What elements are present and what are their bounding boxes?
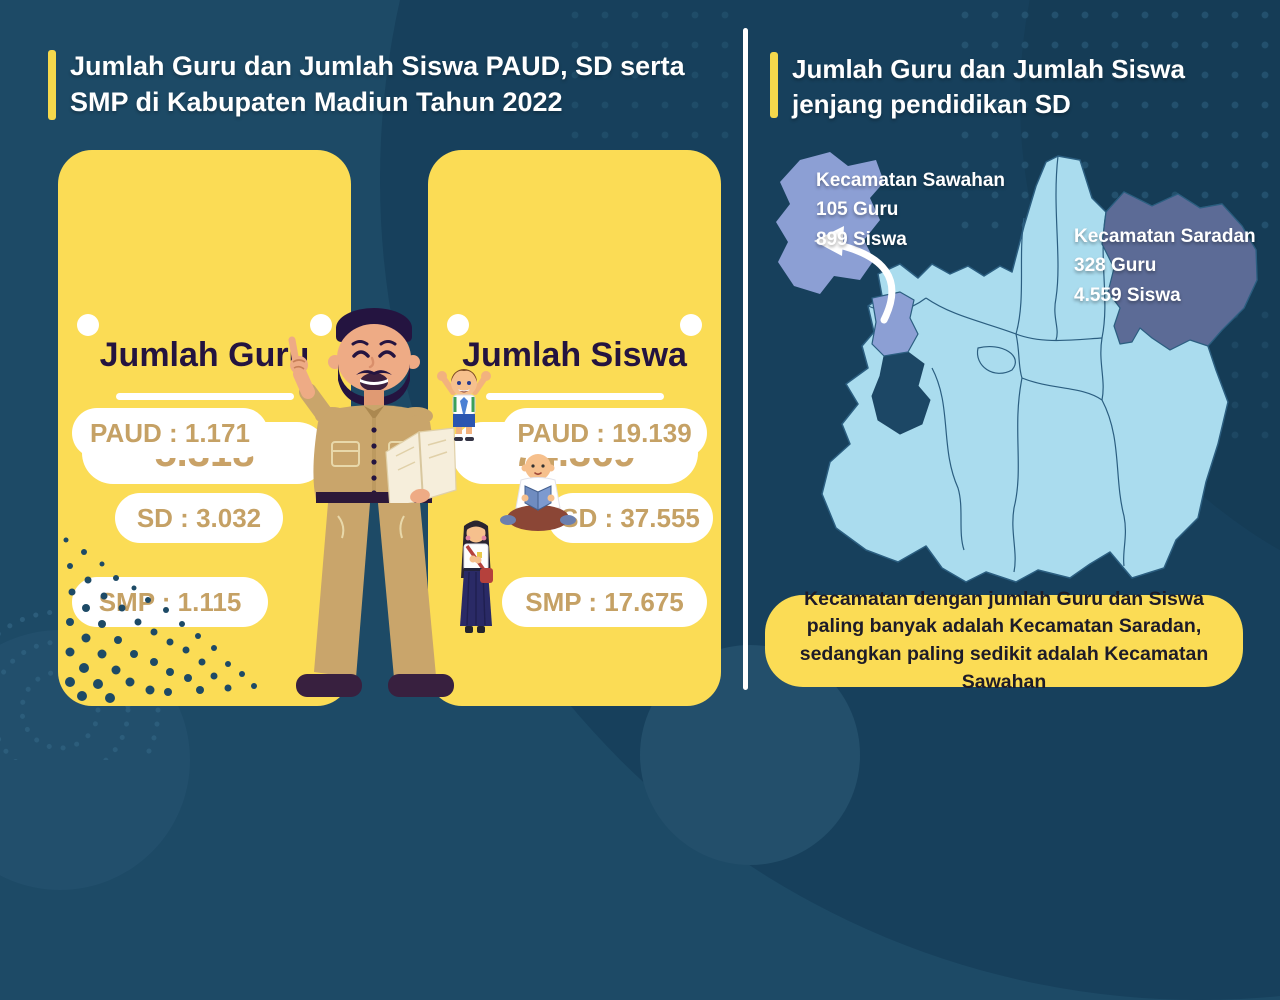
map-region-saradan [1101, 191, 1258, 351]
teacher-illustration [288, 308, 457, 697]
cheering-boy-illustration [437, 369, 491, 441]
card-title-underline [485, 393, 664, 400]
card-pin-circle [77, 314, 99, 336]
kabupaten-madiun-map [776, 152, 1258, 583]
right-panel-title: Jumlah Guru dan Jumlah Siswa jenjang pen… [792, 54, 1185, 120]
card-pin-circle [447, 314, 469, 336]
card-title-guru: Jumlah Guru [99, 336, 310, 374]
card-jumlah-siswa: Jumlah Siswa 74.369 PAUD : 19.139 SD : 3… [428, 150, 721, 706]
map-sawahan-enlarged [776, 152, 884, 294]
background-dotted-rings [0, 609, 161, 760]
label-kecamatan-saradan: Kecamatan Saradan 328 Guru 4.559 Siswa [1074, 222, 1256, 310]
sawahan-name: Kecamatan Sawahan [816, 170, 1006, 191]
siswa-sd-pill: SD : 37.555 [548, 493, 713, 543]
left-panel-title: Jumlah Guru dan Jumlah Siswa PAUD, SD se… [70, 51, 685, 118]
map-dark-district [871, 351, 931, 435]
map-callout-arrow [826, 239, 896, 324]
left-title-accent-bar [48, 50, 56, 120]
conclusion-note-text: Kecamatan dengan jumlah Guru dan Siswa p… [799, 587, 1209, 693]
guru-sd-pill: SD : 3.032 [115, 493, 283, 543]
conclusion-note-box: Kecamatan dengan jumlah Guru dan Siswa p… [765, 588, 1243, 693]
girl-student-illustration [460, 520, 493, 633]
guru-paud-pill: PAUD : 1.171 [72, 408, 268, 458]
siswa-smp-pill: SMP : 17.675 [502, 577, 707, 627]
map-region-sawahan [871, 291, 919, 357]
card-dot-scatter [63, 537, 257, 703]
card-title-siswa: Jumlah Siswa [462, 336, 687, 374]
saradan-guru: 328 Guru [1074, 255, 1157, 277]
right-title-accent-bar [770, 52, 778, 118]
card-jumlah-guru: Jumlah Guru 5.318 PAUD : 1.171 SD : 3.03… [58, 150, 351, 706]
card-pin-circle [680, 314, 702, 336]
guru-smp-pill: SMP : 1.115 [72, 577, 268, 627]
saradan-siswa: 4.559 Siswa [1074, 284, 1181, 306]
card-pin-circle [310, 314, 332, 336]
map-callout-arrowhead [814, 226, 844, 256]
card-title-underline [115, 393, 294, 400]
label-kecamatan-sawahan: Kecamatan Sawahan 105 Guru 899 Siswa [816, 166, 1005, 254]
saradan-name: Kecamatan Saradan [1074, 226, 1256, 247]
panel-divider [743, 28, 748, 690]
background-dot-pattern [950, 0, 1280, 240]
sawahan-guru: 105 Guru [816, 199, 899, 221]
background-dot-pattern [560, 0, 740, 150]
reading-boy-illustration [500, 446, 576, 531]
sawahan-siswa: 899 Siswa [816, 228, 907, 250]
